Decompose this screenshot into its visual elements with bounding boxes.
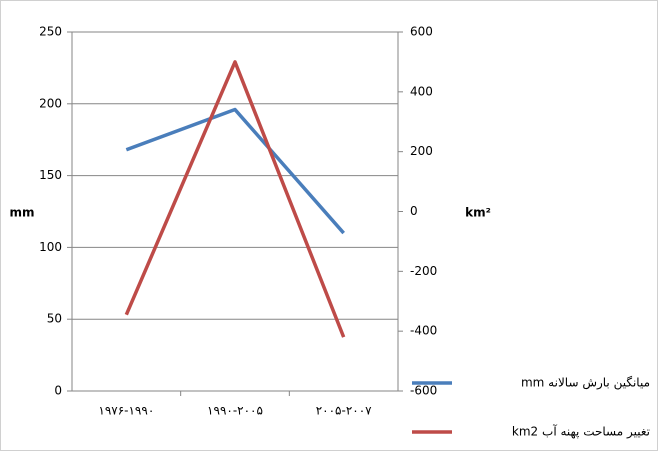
y-tick-label: 150 [39, 168, 62, 182]
y2-tick-label: -200 [410, 264, 437, 278]
legend-label: میانگین بارش سالانه mm [521, 376, 650, 391]
y2-tick-label: 0 [410, 204, 418, 218]
y-axis-title: mm [9, 206, 34, 220]
y-tick-label: 100 [39, 240, 62, 254]
series-line [124, 60, 346, 338]
y2-tick-label: 600 [410, 25, 433, 39]
y2-tick-label: 200 [410, 144, 433, 158]
y-tick-label: 250 [39, 25, 62, 39]
y2-tick-label: -600 [410, 384, 437, 398]
y2-axis-title: km² [465, 206, 491, 220]
y-tick-label: 200 [39, 96, 62, 110]
y-tick-label: 0 [54, 384, 62, 398]
legend-label: تغییر مساحت پهنه آب km2 [512, 424, 650, 440]
x-tick-label: ۱۹۹۰-۲۰۰۵ [207, 404, 263, 418]
y-tick-label: 50 [47, 312, 62, 326]
y2-tick-label: -400 [410, 324, 437, 338]
y2-tick-label: 400 [410, 84, 433, 98]
series-line [125, 107, 345, 235]
x-tick-label: ۲۰۰۵-۲۰۰۷ [316, 404, 372, 418]
x-tick-label: ۱۹۷۶-۱۹۹۰ [98, 404, 154, 418]
